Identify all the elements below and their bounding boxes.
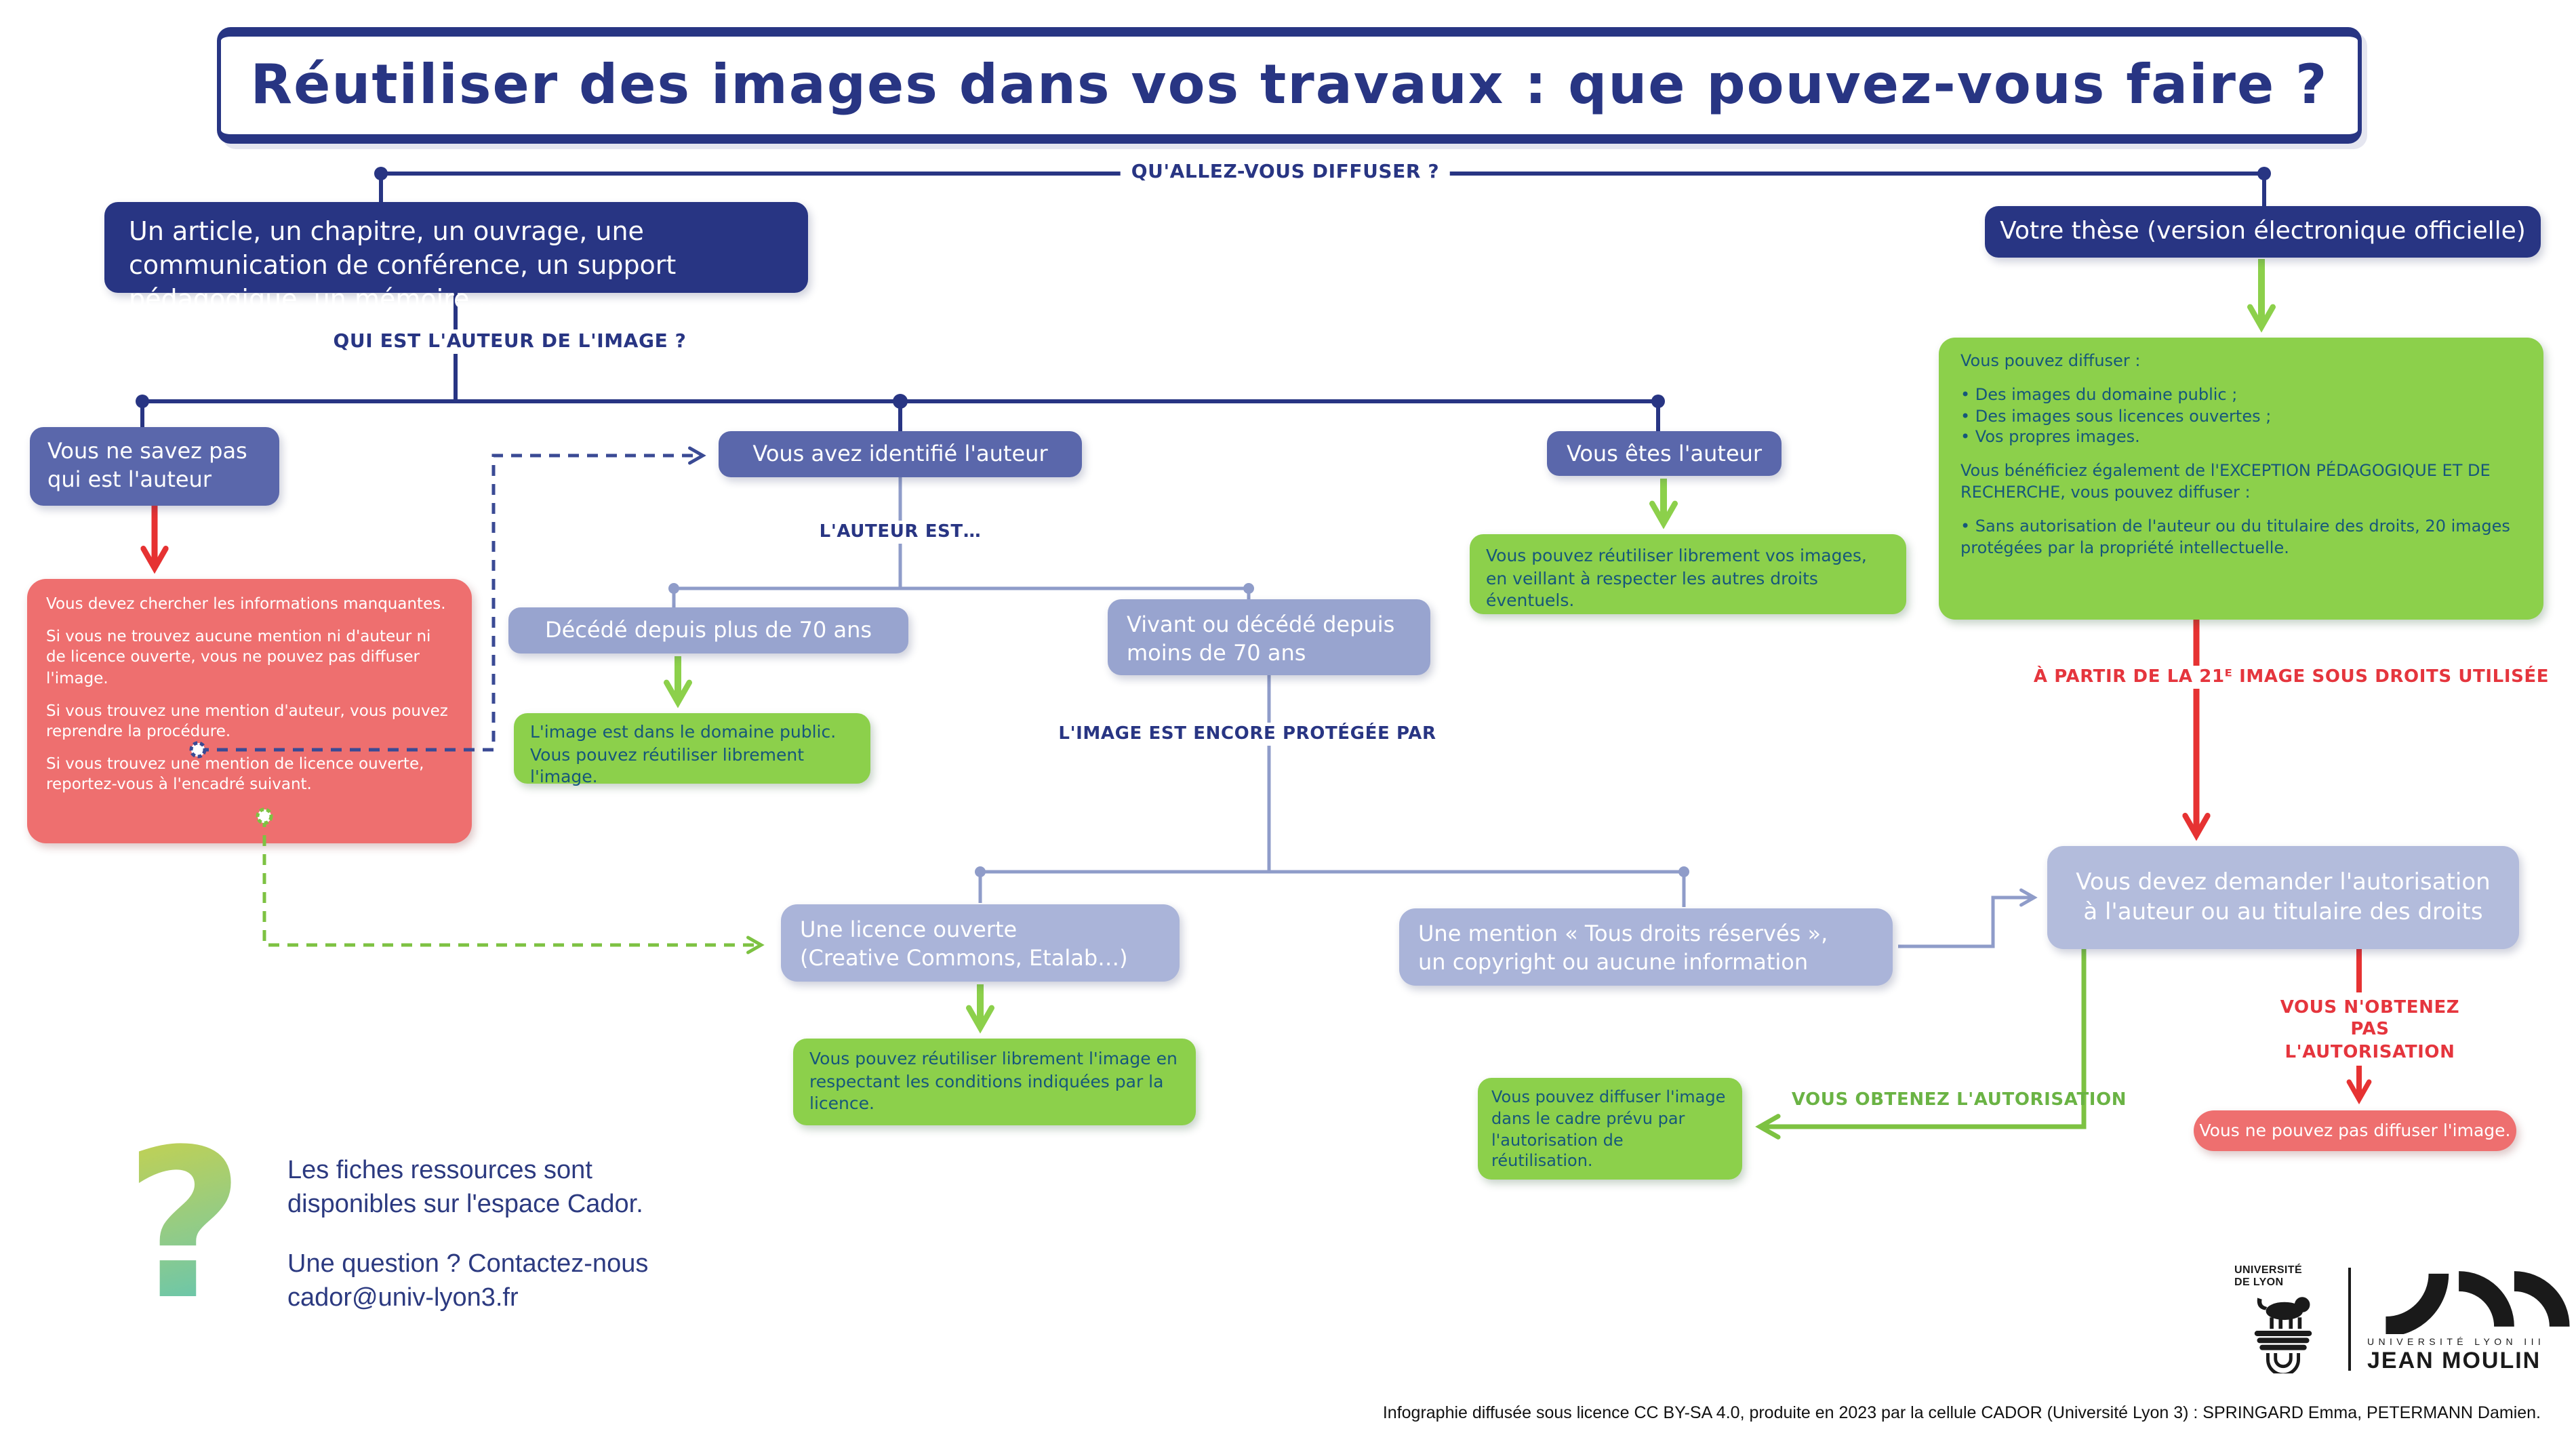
pedestal-bar [2259,1344,2307,1350]
node-ask-permission: Vous devez demander l'autorisation à l'a… [2047,846,2519,949]
node-licence-conditions: Vous pouvez réutiliser librement l'image… [793,1039,1196,1125]
dashed-arrow-see-licence [262,816,765,954]
jm-arc-1 [2385,1273,2449,1334]
label-author-is: L'AUTEUR EST… [808,521,992,544]
node-search-info: Vous devez chercher les informations man… [27,579,472,843]
node-dead-70: Décédé depuis plus de 70 ans [508,607,908,653]
lion-head [2294,1296,2310,1312]
node-cannot-diffuse: Vous ne pouvez pas diffuser l'image. [2194,1110,2516,1151]
thesis-rights-p1: Vous pouvez diffuser : [1960,351,2141,370]
node-you-are-author: Vous êtes l'auteur [1547,431,1782,476]
pedestal-bar [2257,1337,2310,1343]
u-arc-inner [2274,1352,2293,1368]
dashed-origin-ring-navy [189,741,207,759]
question-mark-graphic: ? [125,1105,245,1345]
udl-lion-mark [2254,1296,2312,1373]
jm-text-universite-lyon3: UNIVERSITÉ LYON III [2367,1338,2545,1348]
help-resources-text: Les fiches ressources sont disponibles s… [287,1157,643,1219]
page-title: Réutiliser des images dans vos travaux :… [217,27,2362,144]
label-still-protected: L'IMAGE EST ENCORE PROTÉGÉE PAR [1047,723,1447,746]
universite-de-lyon-logo: UNIVERSITÉ DE LYON [2234,1264,2332,1373]
label-from-21st-image: À PARTIR DE LA 21ᴱ IMAGE SOUS DROITS UTI… [2022,666,2560,689]
search-info-p4: Si vous trouvez une mention de licence o… [46,754,424,794]
jm-text-jean-moulin: JEAN MOULIN [2367,1348,2541,1373]
udl-text-line1: UNIVERSITÉ [2234,1264,2303,1276]
pedestal-bar [2254,1330,2312,1336]
node-can-diffuse: Vous pouvez diffuser l'image dans le cad… [1478,1078,1742,1180]
label-no-permission: VOUS N'OBTENEZ PAS L'AUTORISATION [2267,997,2473,1066]
arrow-ask-to-granted [1755,949,2087,1140]
node-identified-author: Vous avez identifié l'auteur [719,431,1082,477]
dashed-origin-ring-green [256,807,273,825]
udl-text-line2: DE LYON [2234,1276,2284,1288]
label-what-diffuse: QU'ALLEZ-VOUS DIFFUSER ? [1120,160,1451,184]
label-yes-permission: VOUS OBTENEZ L'AUTORISATION [1791,1090,2127,1110]
node-public-domain: L'image est dans le domaine public. Vous… [514,713,870,786]
node-all-rights: Une mention « Tous droits réservés », un… [1399,908,1893,986]
page-title-text: Réutiliser des images dans vos travaux :… [250,54,2329,117]
node-alive-70: Vivant ou décédé depuis moins de 70 ans [1108,599,1430,675]
jm-arc-2 [2458,1271,2514,1327]
u-arc-outer [2266,1352,2300,1373]
node-open-licence: Une licence ouverte (Creative Commons, E… [781,904,1180,982]
search-info-p3: Si vous trouvez une mention d'auteur, vo… [46,700,448,740]
thesis-rights-bullets: • Des images du domaine public ; • Des i… [1960,384,2272,447]
dashed-arrow-retry-procedure [198,446,706,752]
arrow-allrights-to-ask [1898,888,2038,948]
logos-block: UNIVERSITÉ DE LYON [2234,1264,2571,1375]
node-unknown-author: Vous ne savez pas qui est l'auteur [30,427,279,506]
thesis-rights-exception: Vous bénéficiez également de l'EXCEPTION… [1960,461,2491,502]
label-who-author: QUI EST L'AUTEUR DE L'IMAGE ? [322,329,698,354]
node-own-images-ok: Vous pouvez réutiliser librement vos ima… [1470,534,1906,614]
logo-divider [2348,1268,2351,1371]
node-article-branch: Un article, un chapitre, un ouvrage, une… [104,202,808,315]
jean-moulin-logo: UNIVERSITÉ LYON III JEAN MOULIN [2367,1264,2571,1375]
footer-credit: Infographie diffusée sous licence CC BY-… [1382,1403,2541,1422]
thesis-rights-p4: • Sans autorisation de l'auteur ou du ti… [1960,516,2510,557]
help-text-block: Les fiches ressources sont disponibles s… [287,1155,735,1344]
search-info-p2: Si vous ne trouvez aucune mention ni d'a… [46,626,431,687]
jm-arcs-mark [2385,1271,2570,1334]
node-thesis-rights: Vous pouvez diffuser : • Des images du d… [1939,338,2543,620]
node-these-branch: Votre thèse (version électronique offici… [1985,206,2541,258]
lion-tail [2257,1298,2268,1310]
help-contact-text: Une question ? Contactez-nous cador@univ… [287,1250,649,1313]
search-info-p1: Vous devez chercher les informations man… [46,594,446,613]
jm-arc-3 [2514,1271,2570,1327]
